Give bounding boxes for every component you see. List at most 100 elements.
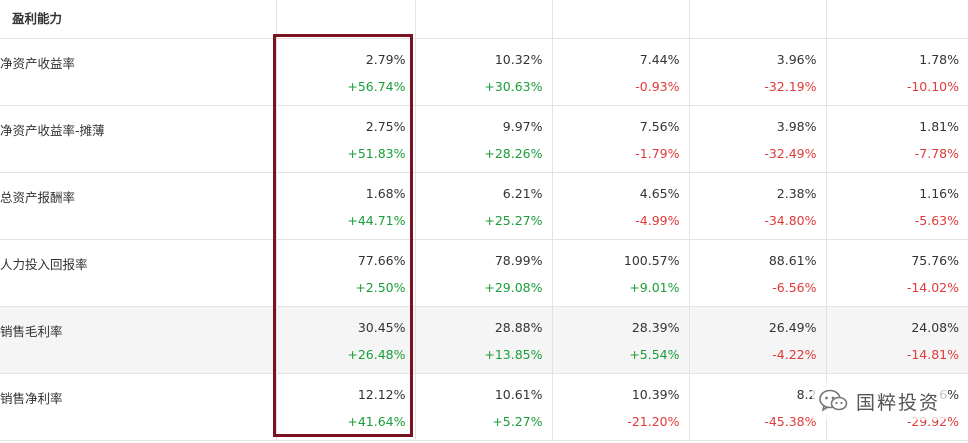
metric-value: 10.39% <box>631 387 680 402</box>
row-label-cell: 销售净利率 <box>0 373 277 441</box>
metric-value: 24.08% <box>911 320 959 335</box>
table-row: 净资产收益率-摊薄 2.75% +51.83% 9.97% +28.26% 7.56% -1… <box>0 105 968 173</box>
metric-value: 8.2 <box>796 387 817 402</box>
metric-value: 77.66% <box>357 253 406 268</box>
value-cell: 78.99% +29.08% <box>415 239 553 307</box>
value-cell: 10.32% +30.63% <box>415 38 553 106</box>
change-value: -7.78% <box>914 146 959 161</box>
row-label-cell: 净资产收益率-摊薄 <box>0 105 277 173</box>
table-row: 总资产报酬率 1.68% +44.71% 6.21% +25.27% 4.65% -4.99… <box>0 172 968 240</box>
metric-value: 28.88% <box>494 320 543 335</box>
change-value: -0.93% <box>635 79 680 94</box>
value-cell: 28.39% +5.54% <box>552 306 690 374</box>
header-cell <box>552 0 690 39</box>
row-label: 人力投入回报率 <box>0 257 88 272</box>
row-label: 总资产报酬率 <box>0 190 76 205</box>
value-cell: 77.66% +2.50% <box>276 239 416 307</box>
metric-value: 26.49% <box>768 320 817 335</box>
metric-value: 7.56% <box>639 119 680 134</box>
value-cell: 26.49% -4.22% <box>689 306 827 374</box>
row-label: 销售净利率 <box>0 391 63 406</box>
row-label: 净资产收益率 <box>0 56 76 71</box>
section-header-row: 盈利能力 <box>0 0 968 39</box>
metric-value: 100.57% <box>623 253 680 268</box>
change-value: -32.19% <box>764 79 817 94</box>
row-label-cell: 净资产收益率 <box>0 38 277 106</box>
metric-value: 2.79% <box>365 52 406 67</box>
change-value: +30.63% <box>484 79 543 94</box>
change-value: +26.48% <box>347 347 406 362</box>
value-cell: 10.61% +5.27% <box>415 373 553 441</box>
value-cell: 1.81% -7.78% <box>826 105 968 173</box>
value-cell: 10.39% -21.20% <box>552 373 690 441</box>
change-value: +51.83% <box>347 146 406 161</box>
value-cell: 28.88% +13.85% <box>415 306 553 374</box>
value-cell: 2.38% -34.80% <box>689 172 827 240</box>
metric-value: 3.98% <box>776 119 817 134</box>
row-label-cell: 人力投入回报率 <box>0 239 277 307</box>
change-value: +9.01% <box>629 280 680 295</box>
metric-value: 9.97% <box>502 119 543 134</box>
value-cell: 4.65% -4.99% <box>552 172 690 240</box>
value-cell: 12.12% +41.64% <box>276 373 416 441</box>
change-value: +56.74% <box>347 79 406 94</box>
metric-value: 1.78% <box>919 52 959 67</box>
metric-value: 75.76% <box>911 253 959 268</box>
value-cell: 1.68% +44.71% <box>276 172 416 240</box>
value-cell: 7.44% -0.93% <box>552 38 690 106</box>
value-cell: 7.56% -1.79% <box>552 105 690 173</box>
metric-value: 78.99% <box>494 253 543 268</box>
watermark: 国粹投资 <box>811 382 946 420</box>
change-value: +25.27% <box>484 213 543 228</box>
change-value: +2.50% <box>355 280 406 295</box>
header-cell <box>826 0 968 39</box>
value-cell: 9.97% +28.26% <box>415 105 553 173</box>
metric-value: 6.21% <box>502 186 543 201</box>
change-value: +41.64% <box>347 414 406 429</box>
change-value: -14.02% <box>906 280 959 295</box>
change-value: +13.85% <box>484 347 543 362</box>
row-label-cell: 销售毛利率 <box>0 306 277 374</box>
value-cell: 88.61% -6.56% <box>689 239 827 307</box>
row-label-cell: 总资产报酬率 <box>0 172 277 240</box>
value-cell: 8.2 -45.38% <box>689 373 827 441</box>
metric-value: 2.75% <box>365 119 406 134</box>
metric-value: 2.38% <box>776 186 817 201</box>
change-value: -21.20% <box>627 414 680 429</box>
table-body: 净资产收益率 2.79% +56.74% 10.32% +30.63% 7.44% -0.9… <box>0 38 968 441</box>
change-value: -45.38% <box>764 414 817 429</box>
change-value: -4.22% <box>772 347 817 362</box>
change-value: +5.27% <box>492 414 543 429</box>
value-cell: 1.78% -10.10% <box>826 38 968 106</box>
header-cell <box>689 0 827 39</box>
value-cell: 24.08% -14.81% <box>826 306 968 374</box>
metric-value: 7.44% <box>639 52 680 67</box>
value-cell: 75.76% -14.02% <box>826 239 968 307</box>
value-cell: 6.21% +25.27% <box>415 172 553 240</box>
metric-value: 3.96% <box>776 52 817 67</box>
metric-value: 1.16% <box>919 186 959 201</box>
watermark-text: 国粹投资 <box>855 391 940 414</box>
value-cell: 2.79% +56.74% <box>276 38 416 106</box>
change-value: -14.81% <box>906 347 959 362</box>
metric-value: 1.68% <box>365 186 406 201</box>
change-value: -10.10% <box>906 79 959 94</box>
table-row: 销售毛利率 30.45% +26.48% 28.88% +13.85% 28.39% +5.… <box>0 306 968 374</box>
change-value: +44.71% <box>347 213 406 228</box>
change-value: -34.80% <box>764 213 817 228</box>
row-label: 销售毛利率 <box>0 324 63 339</box>
metric-value: 12.12% <box>357 387 406 402</box>
value-cell: 3.96% -32.19% <box>689 38 827 106</box>
metric-value: 4.65% <box>639 186 680 201</box>
value-cell: 1.16% -5.63% <box>826 172 968 240</box>
header-cell <box>276 0 416 39</box>
row-label: 净资产收益率-摊薄 <box>0 123 105 138</box>
wechat-icon <box>818 388 848 414</box>
change-value: +5.54% <box>629 347 680 362</box>
value-cell: 100.57% +9.01% <box>552 239 690 307</box>
change-value: +28.26% <box>484 146 543 161</box>
header-cell <box>415 0 553 39</box>
change-value: -4.99% <box>635 213 680 228</box>
change-value: -6.56% <box>772 280 817 295</box>
